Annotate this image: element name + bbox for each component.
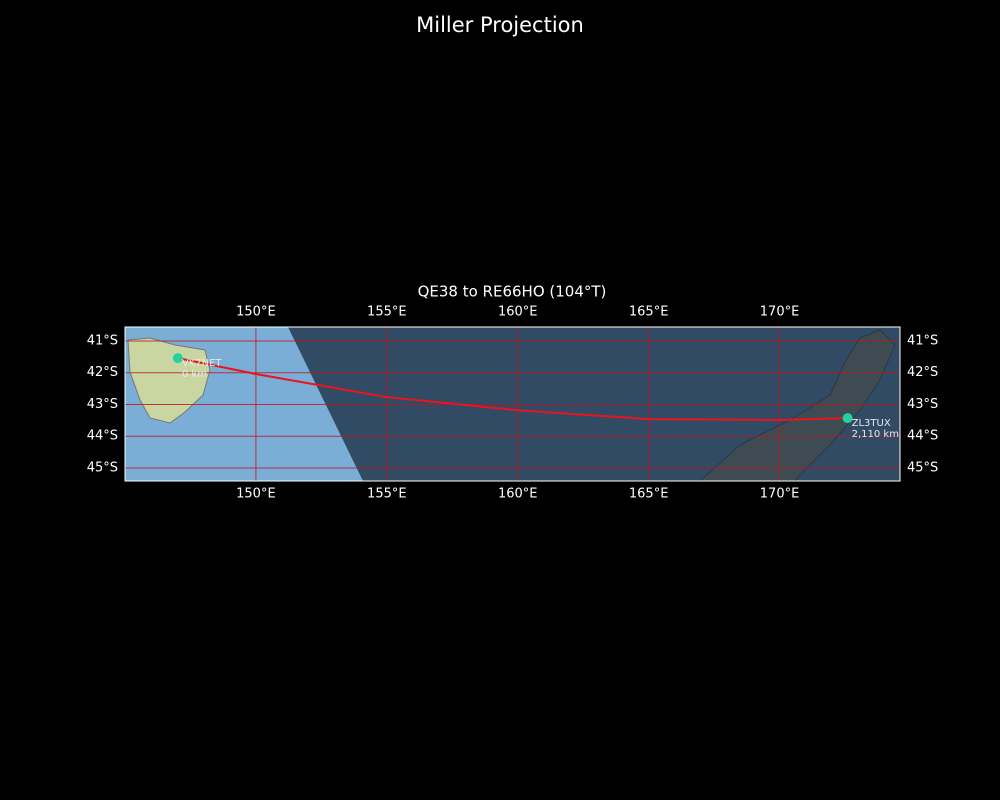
y-tick-label-right: 41°S	[907, 333, 938, 348]
x-tick-label-bottom: 170°E	[760, 487, 800, 502]
x-tick-label-top: 170°E	[760, 305, 800, 320]
y-tick-label-left: 45°S	[87, 460, 118, 475]
station-distance: 2,110 km	[852, 429, 899, 440]
figure-title: Miller Projection	[416, 13, 584, 37]
station-name: ZL3TUX	[852, 418, 891, 429]
station-marker	[172, 353, 183, 364]
y-tick-label-left: 44°S	[87, 429, 118, 444]
y-tick-label-left: 43°S	[87, 397, 118, 412]
y-tick-label-left: 42°S	[87, 365, 118, 380]
station-distance: 0 km	[182, 369, 207, 380]
map-frame	[124, 326, 901, 482]
x-tick-label-bottom: 155°E	[367, 487, 407, 502]
y-tick-label-right: 44°S	[907, 429, 938, 444]
tasmania	[127, 337, 211, 424]
x-tick-label-top: 150°E	[236, 305, 276, 320]
y-tick-label-right: 45°S	[907, 460, 938, 475]
y-tick-label-right: 43°S	[907, 397, 938, 412]
map-subtitle: QE38 to RE66HO (104°T)	[418, 283, 607, 301]
x-tick-label-bottom: 160°E	[498, 487, 538, 502]
station-marker	[842, 413, 853, 424]
station-name: VK7NET	[182, 358, 223, 369]
x-tick-label-top: 155°E	[367, 305, 407, 320]
y-tick-label-left: 41°S	[87, 333, 118, 348]
x-tick-label-top: 160°E	[498, 305, 538, 320]
x-tick-label-top: 165°E	[629, 305, 669, 320]
x-tick-label-bottom: 150°E	[236, 487, 276, 502]
x-tick-label-bottom: 165°E	[629, 487, 669, 502]
great-circle-path	[177, 357, 848, 422]
y-tick-label-right: 42°S	[907, 365, 938, 380]
